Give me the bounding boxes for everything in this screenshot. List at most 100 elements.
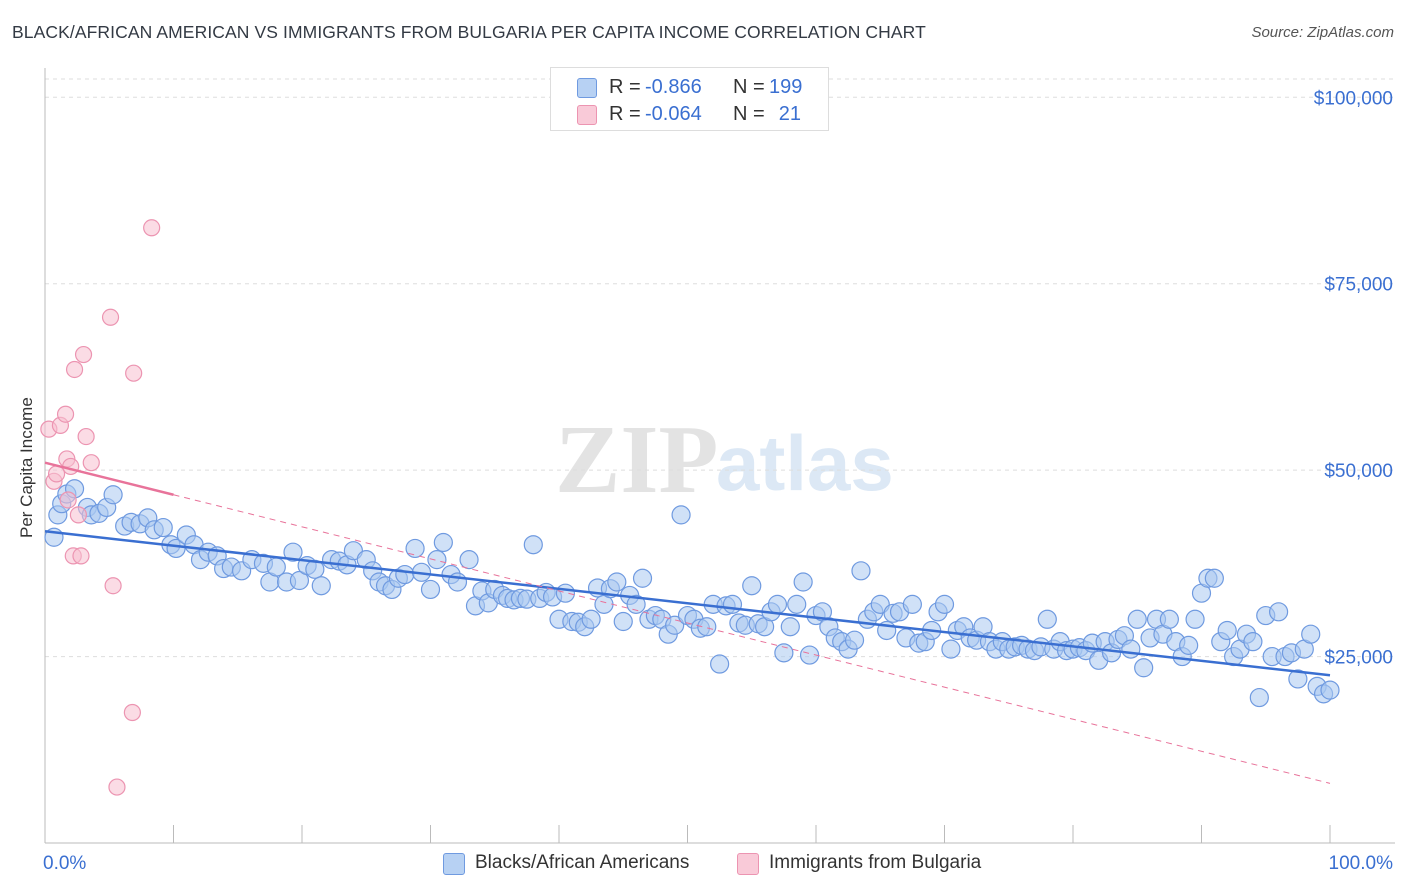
data-point-blacks	[405, 538, 425, 559]
data-point-bulgaria	[56, 405, 75, 423]
data-point-blacks	[780, 617, 800, 637]
legend-swatch-pink	[577, 105, 597, 125]
data-point-blacks	[626, 594, 646, 614]
legend-row-blacks: R = -0.866 N = 199	[551, 74, 828, 100]
data-point-blacks	[613, 611, 633, 632]
data-point-blacks	[289, 570, 310, 591]
data-point-bulgaria	[77, 427, 95, 446]
data-point-blacks	[1134, 658, 1154, 678]
bottom-legend-swatch-blue	[443, 853, 465, 875]
data-point-blacks	[671, 505, 691, 525]
x-tick-label: 100.0%	[1329, 853, 1394, 874]
data-point-blacks	[103, 485, 123, 505]
data-point-blacks	[311, 576, 331, 596]
data-point-blacks	[1159, 609, 1179, 629]
data-point-bulgaria	[47, 465, 66, 483]
data-point-blacks	[433, 532, 453, 553]
data-point-blacks	[283, 542, 303, 562]
trend-lines	[44, 461, 1331, 784]
legend-r-label: R =	[609, 76, 641, 98]
data-point-blacks	[902, 594, 922, 614]
data-point-bulgaria	[82, 454, 100, 472]
data-point-bulgaria	[125, 364, 143, 382]
data-point-bulgaria	[59, 491, 77, 509]
data-point-blacks	[851, 561, 871, 581]
data-point-blacks	[1301, 624, 1321, 644]
bottom-legend-label: Blacks/African Americans	[475, 852, 690, 873]
data-point-blacks	[767, 594, 788, 614]
x-tick-label: 0.0%	[43, 853, 86, 874]
watermark: ZIP atlas	[555, 406, 894, 514]
data-point-blacks	[710, 654, 730, 674]
data-point-blacks	[1037, 609, 1057, 629]
y-tick-labels: $25,000 $50,000 $75,000 $100,000	[1314, 88, 1393, 668]
data-point-blacks	[774, 643, 794, 663]
legend-n-label: N =	[733, 103, 765, 125]
data-point-blacks	[793, 572, 813, 592]
data-point-bulgaria	[65, 360, 84, 379]
data-point-blacks	[1288, 669, 1308, 689]
y-tick-label: $50,000	[1324, 461, 1393, 482]
data-point-blacks	[1179, 635, 1199, 655]
legend-row-bulgaria: R = -0.064 N = 21	[551, 101, 828, 127]
data-point-blacks	[787, 594, 807, 614]
data-point-blacks	[844, 630, 865, 650]
data-point-blacks	[1185, 609, 1205, 629]
data-point-bulgaria	[72, 547, 90, 565]
data-point-blacks	[581, 609, 601, 629]
legend-r-label: R =	[609, 103, 641, 125]
data-point-blacks	[523, 535, 543, 555]
data-point-blacks	[607, 572, 627, 592]
trend-line-bulgaria	[44, 461, 174, 496]
legend-n-value: 199	[769, 76, 803, 98]
chart-title: BLACK/AFRICAN AMERICAN VS IMMIGRANTS FRO…	[12, 22, 926, 42]
data-point-bulgaria	[123, 703, 141, 722]
data-point-blacks	[1127, 609, 1147, 629]
data-point-blacks	[153, 517, 173, 538]
data-point-blacks	[799, 645, 820, 665]
data-point-bulgaria	[143, 219, 161, 237]
data-point-bulgaria	[108, 778, 126, 796]
data-point-blacks	[941, 639, 961, 659]
legend-r-value: -0.064	[645, 103, 702, 125]
stats-legend: R = -0.866 N = 199 R = -0.064 N = 21	[550, 67, 829, 131]
data-point-blacks	[1217, 620, 1237, 641]
y-tick-label: $100,000	[1314, 88, 1393, 109]
bottom-legend-label: Immigrants from Bulgaria	[769, 852, 982, 873]
data-point-blacks	[1320, 680, 1340, 700]
data-point-blacks	[1268, 602, 1289, 622]
data-point-blacks	[632, 568, 653, 588]
data-point-blacks	[1204, 568, 1224, 588]
watermark-atlas: atlas	[716, 419, 894, 507]
y-tick-label: $75,000	[1324, 275, 1393, 296]
data-point-bulgaria	[101, 308, 120, 326]
bottom-legend-swatch-pink	[737, 853, 759, 875]
data-point-blacks	[1121, 639, 1141, 659]
data-point-blacks	[166, 538, 186, 559]
data-point-blacks	[427, 550, 447, 570]
data-point-blacks	[1243, 632, 1263, 652]
data-point-blacks	[395, 564, 415, 585]
source-note: Source: ZipAtlas.com	[1251, 24, 1394, 41]
data-point-bulgaria	[104, 577, 122, 595]
data-point-bulgaria	[74, 345, 93, 364]
series-bulgaria-points	[40, 219, 161, 796]
data-point-bulgaria	[69, 506, 88, 524]
data-point-blacks	[555, 583, 576, 603]
legend-n-label: N =	[733, 76, 765, 98]
x-tick-labels: 0.0% 100.0%	[43, 853, 1393, 874]
legend-r-value: -0.866	[645, 76, 702, 98]
data-point-blacks	[1249, 687, 1269, 708]
axes	[44, 68, 1395, 844]
trend-line-blacks	[44, 530, 1331, 677]
trend-line-bulgaria-extension	[173, 494, 1331, 784]
data-point-blacks	[934, 594, 955, 614]
data-point-blacks	[697, 617, 717, 637]
watermark-zip: ZIP	[555, 406, 718, 514]
data-point-blacks	[742, 576, 762, 596]
legend-swatch-blue	[577, 78, 597, 98]
y-tick-label: $25,000	[1324, 648, 1393, 669]
data-point-blacks	[420, 579, 441, 600]
legend-n-value: 21	[778, 103, 801, 125]
